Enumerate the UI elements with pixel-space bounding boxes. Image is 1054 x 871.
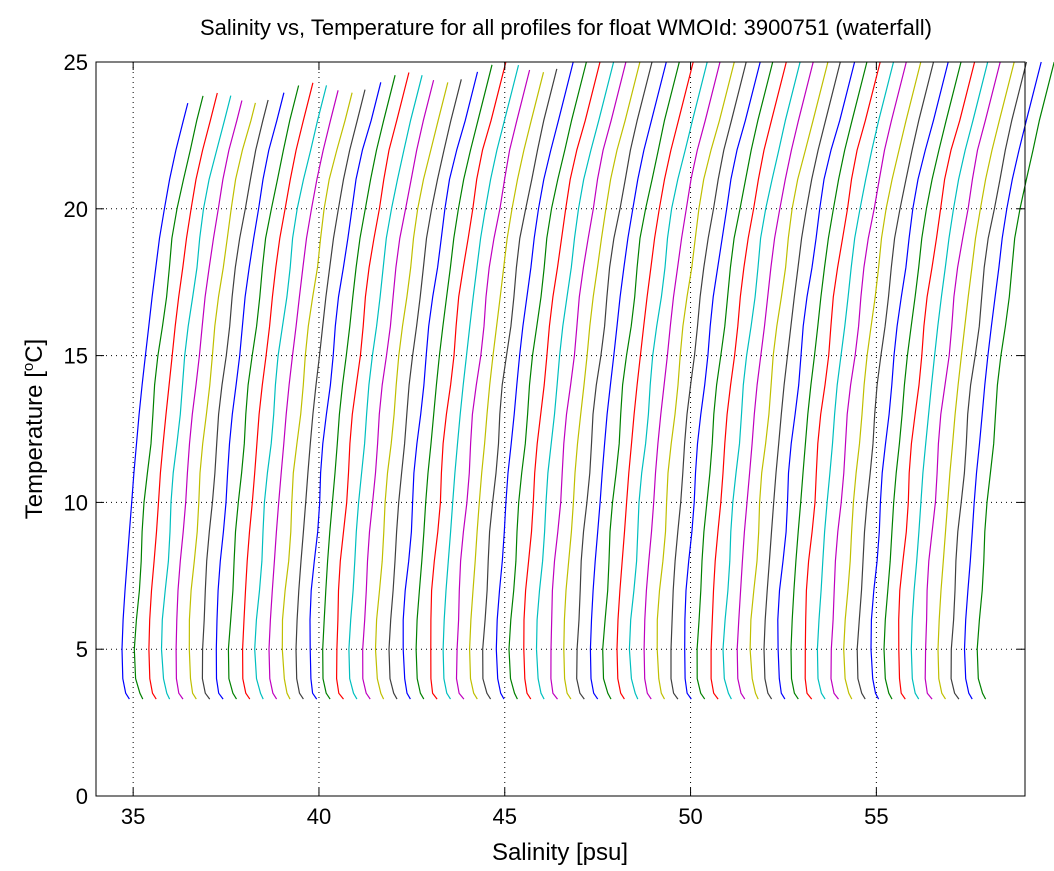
chart-title: Salinity vs, Temperature for all profile… [200, 15, 932, 40]
y-axis-label-main: Temperature [ [21, 371, 48, 519]
profile-line-50 [777, 61, 856, 700]
y-axis-label-degree: o [20, 363, 37, 371]
profile-line-42 [670, 61, 747, 700]
profile-line-48 [749, 61, 829, 700]
grid-lines [96, 62, 1025, 796]
profile-line-8 [215, 92, 285, 700]
y-tick-label: 15 [64, 344, 88, 369]
profile-line-12 [268, 90, 339, 700]
profile-line-57 [870, 61, 949, 700]
profile-line-18 [348, 75, 423, 700]
x-tick-label: 55 [864, 804, 888, 829]
profile-line-45 [710, 61, 787, 700]
profile-line-10 [242, 82, 314, 700]
axis-ticks [96, 61, 1025, 797]
profile-line-6 [188, 102, 256, 700]
x-axis-label: Salinity [psu] [492, 839, 628, 866]
profile-line-7 [201, 99, 269, 700]
profile-line-58 [883, 61, 962, 700]
profile-line-56 [856, 61, 935, 700]
profile-line-62 [937, 61, 1015, 700]
profile-line-41 [656, 61, 735, 700]
profile-line-38 [616, 61, 694, 700]
profile-line-52 [804, 61, 881, 700]
profile-line-51 [790, 61, 868, 700]
profile-line-59 [898, 61, 976, 700]
profile-line-11 [254, 85, 328, 700]
profile-line-14 [295, 89, 366, 700]
profile-line-64 [963, 61, 1042, 700]
profile-line-34 [563, 61, 641, 700]
profile-line-28 [482, 68, 558, 700]
profile-line-5 [175, 100, 243, 700]
profile-line-20 [374, 82, 449, 700]
profile-line-4 [160, 95, 232, 700]
y-tick-label: 20 [64, 197, 88, 222]
profile-line-3 [148, 92, 218, 700]
profile-line-61 [924, 61, 1001, 700]
profile-line-1 [121, 102, 189, 700]
profile-line-2 [133, 95, 204, 700]
profile-line-29 [495, 61, 574, 700]
y-tick-label: 25 [64, 50, 88, 75]
y-tick-label: 5 [76, 637, 88, 662]
profile-line-40 [643, 61, 721, 700]
y-tick-label: 10 [64, 490, 88, 515]
profile-line-33 [550, 61, 627, 700]
profile-line-16 [322, 75, 396, 700]
profile-line-60 [910, 61, 989, 700]
profile-line-63 [950, 61, 1028, 700]
profile-line-23 [415, 64, 493, 700]
profile-line-65 [976, 61, 1054, 700]
profile-line-27 [469, 72, 545, 700]
profile-line-35 [576, 61, 653, 700]
profile-line-43 [684, 61, 761, 700]
x-tick-label: 40 [307, 804, 331, 829]
x-tick-label: 35 [121, 804, 145, 829]
profile-line-21 [388, 79, 462, 700]
profile-line-19 [362, 79, 435, 700]
y-axis-label-unit: C] [21, 339, 48, 363]
x-tick-label: 50 [678, 804, 702, 829]
y-axis-label: Temperature [oC] [20, 339, 48, 519]
profile-line-53 [816, 61, 895, 700]
profile-line-36 [589, 61, 667, 700]
profile-line-22 [402, 71, 479, 700]
profile-line-39 [628, 61, 708, 700]
x-tick-labels: 35 40 45 50 55 [121, 804, 889, 829]
profile-line-37 [602, 61, 680, 700]
profile-line-49 [763, 61, 841, 700]
profile-line-31 [523, 61, 601, 700]
y-tick-label: 0 [76, 784, 88, 809]
profile-line-44 [696, 61, 774, 700]
profile-line-15 [309, 82, 382, 700]
profile-line-32 [535, 61, 615, 700]
profile-line-26 [455, 69, 531, 700]
profile-line-47 [736, 61, 814, 700]
profile-line-24 [430, 62, 507, 700]
profile-line-25 [442, 64, 520, 700]
plot-frame [95, 61, 1026, 797]
profile-line-30 [508, 61, 587, 700]
profile-line-17 [336, 72, 410, 700]
x-tick-label: 45 [493, 804, 517, 829]
y-tick-labels: 0 5 10 15 20 25 [64, 50, 88, 809]
profiles-group [121, 61, 1054, 700]
profile-line-9 [227, 85, 300, 700]
profile-line-13 [281, 92, 353, 700]
profile-line-54 [830, 61, 907, 700]
profile-line-55 [843, 61, 922, 700]
profile-line-46 [722, 61, 801, 700]
